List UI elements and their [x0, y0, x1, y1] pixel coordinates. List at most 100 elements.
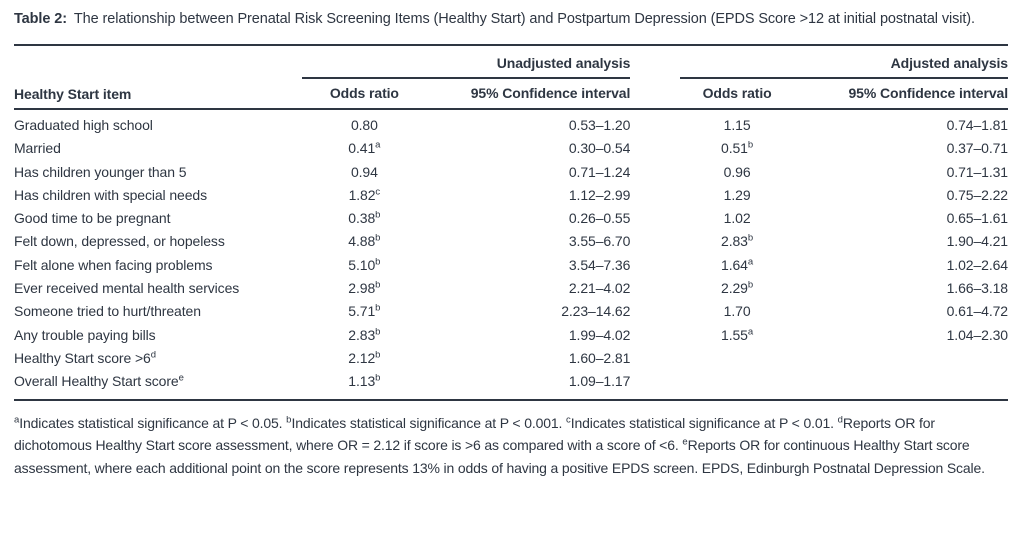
row-item-label: Felt down, depressed, or hopeless [14, 233, 225, 250]
unadjusted-analysis-group-header: Unadjusted analysis [302, 45, 630, 79]
adjusted-confidence-interval-value: 0.75–2.22 [946, 186, 1008, 203]
unadjusted-odds-ratio-value: 2.12b [348, 349, 381, 366]
footnote-text: Indicates statistical significance at P … [570, 414, 838, 431]
significance-marker: c [375, 186, 381, 198]
significance-marker: a [747, 326, 754, 338]
table-caption: Table 2: The relationship between Prenata… [14, 8, 1008, 31]
adjusted-confidence-interval-value: 0.71–1.31 [946, 163, 1008, 180]
sub-header-spacer [630, 78, 680, 110]
table-row: Healthy Start score >6d 2.12b 1.60–2.81 [14, 347, 1008, 370]
unadjusted-confidence-interval-value: 0.71–1.24 [568, 163, 631, 180]
column-spacer [630, 137, 680, 160]
adjusted-confidence-interval-value: 0.74–1.81 [946, 117, 1008, 133]
table-row: Good time to be pregnant 0.38b 0.26–0.55 1.… [14, 207, 1008, 230]
unadjusted-odds-ratio-value: 0.94 [350, 163, 378, 180]
row-item-label: Good time to be pregnant [14, 210, 171, 227]
unadjusted-odds-ratio-value: 1.82c [348, 186, 381, 203]
row-item-label: Felt alone when facing problems [14, 256, 213, 273]
adjusted-odds-ratio-value: 0.96 [723, 163, 751, 180]
column-spacer [630, 109, 680, 137]
significance-marker: b [375, 209, 381, 221]
unadjusted-confidence-interval-value: 1.60–2.81 [568, 349, 631, 366]
row-item-label: Any trouble paying bills [14, 326, 156, 343]
footnotes: aIndicates statistical significance at P… [14, 412, 1012, 480]
row-item-label: Healthy Start score >6d [14, 349, 156, 366]
unadjusted-odds-ratio-value: 2.83b [348, 326, 381, 343]
unadjusted-confidence-interval-value: 1.09–1.17 [568, 373, 631, 390]
adjusted-odds-ratio-value: 1.29 [723, 186, 751, 203]
table-row: Overall Healthy Start scoree 1.13b 1.09–1.… [14, 370, 1008, 399]
footnote-text: Reports OR for dichotomous Healthy Start… [14, 414, 935, 454]
adjusted-odds-ratio-value: 2.29b [721, 279, 754, 297]
unadjusted-odds-ratio-value: 0.38b [348, 209, 381, 227]
column-spacer [630, 277, 680, 300]
unadjusted-confidence-interval-value: 0.53–1.20 [568, 117, 631, 133]
table-row: Graduated high school 0.80 0.53–1.20 1.15 0.… [14, 109, 1008, 137]
adjusted-confidence-interval-value: 0.65–1.61 [946, 210, 1008, 227]
row-item-label: Has children with special needs [14, 186, 208, 203]
unadjusted-confidence-interval-value: 0.30–0.54 [568, 140, 631, 157]
significance-marker: b [375, 326, 381, 338]
footnote-marker: b [286, 413, 292, 425]
adjusted-odds-ratio-value: 2.83b [721, 232, 754, 250]
significance-marker: b [375, 349, 381, 361]
significance-marker: b [375, 372, 381, 384]
adjusted-confidence-interval-value [794, 347, 1008, 370]
unadjusted-confidence-interval-value: 2.21–4.02 [568, 280, 631, 297]
significance-marker: b [747, 232, 754, 244]
adjusted-analysis-group-header: Adjusted analysis [679, 45, 1008, 79]
table-row: Has children with special needs 1.82c 1.12… [14, 184, 1008, 207]
item-column-header: Healthy Start item [14, 45, 303, 110]
unadjusted-odds-ratio-value: 0.80 [350, 117, 378, 133]
footnote-marker: d [837, 413, 843, 425]
unadjusted-confidence-interval-header: 95% Confidence interval [426, 78, 630, 110]
footnote-marker: e [682, 436, 688, 448]
significance-marker: b [375, 279, 381, 291]
significance-marker: b [375, 302, 381, 314]
column-spacer [630, 347, 680, 370]
unadjusted-confidence-interval-value: 3.54–7.36 [568, 256, 631, 273]
group-header-spacer [630, 45, 680, 78]
table-caption-text: The relationship between Prenatal Risk S… [73, 11, 975, 27]
adjusted-confidence-interval-value: 0.61–4.72 [946, 303, 1008, 320]
unadjusted-odds-ratio-value: 5.10b [348, 256, 381, 273]
unadjusted-odds-ratio-value: 4.88b [348, 232, 381, 250]
adjusted-odds-ratio-value: 1.70 [723, 303, 751, 320]
adjusted-confidence-interval-value: 1.90–4.21 [946, 233, 1008, 250]
table-row: Felt down, depressed, or hopeless 4.88b 3.… [14, 230, 1008, 253]
paper-table-page: Table 2: The relationship between Prenata… [14, 8, 1012, 480]
footnote-text: Indicates statistical significance at P … [291, 414, 566, 431]
table-row: Ever received mental health services 2.98… [14, 277, 1008, 300]
row-item-label: Someone tried to hurt/threaten [14, 303, 201, 320]
table-body: Graduated high school 0.80 0.53–1.20 1.15 0.… [14, 109, 1008, 400]
adjusted-confidence-interval-value: 0.37–0.71 [946, 140, 1008, 157]
column-spacer [630, 254, 680, 277]
column-spacer [630, 184, 680, 207]
unadjusted-confidence-interval-value: 1.12–2.99 [568, 186, 631, 203]
significance-marker: a [375, 139, 381, 151]
table-caption-label: Table 2: [14, 11, 67, 27]
unadjusted-odds-ratio-header: Odds ratio [302, 78, 427, 110]
table-row: Any trouble paying bills 2.83b 1.99–4.02 1.… [14, 324, 1008, 347]
adjusted-odds-ratio-value: 0.51b [721, 139, 754, 157]
unadjusted-odds-ratio-value: 0.41a [348, 139, 381, 157]
adjusted-confidence-interval-value [794, 370, 1008, 399]
row-item-label: Married [14, 140, 61, 157]
adjusted-confidence-interval-header: 95% Confidence interval [794, 78, 1008, 110]
row-item-label: Overall Healthy Start scoree [14, 372, 184, 390]
row-item-label: Has children younger than 5 [14, 163, 187, 180]
adjusted-odds-ratio-value [680, 347, 794, 370]
adjusted-odds-ratio-header: Odds ratio [679, 78, 795, 110]
significance-marker: d [150, 349, 156, 361]
unadjusted-odds-ratio-value: 2.98b [348, 279, 381, 297]
footnote-marker: c [565, 413, 571, 425]
footnote-text: Reports OR for continuous Healthy Start … [14, 437, 985, 476]
unadjusted-odds-ratio-value: 1.13b [348, 372, 381, 390]
unadjusted-confidence-interval-value: 0.26–0.55 [568, 210, 631, 227]
sub-header-row: Odds ratio 95% Confidence interval Odds … [14, 78, 1008, 110]
column-spacer [630, 370, 680, 399]
column-spacer [630, 230, 680, 253]
group-header-row: Healthy Start item Unadjusted analysis A… [14, 45, 1008, 110]
adjusted-odds-ratio-value: 1.02 [723, 210, 751, 227]
column-spacer [630, 300, 680, 323]
